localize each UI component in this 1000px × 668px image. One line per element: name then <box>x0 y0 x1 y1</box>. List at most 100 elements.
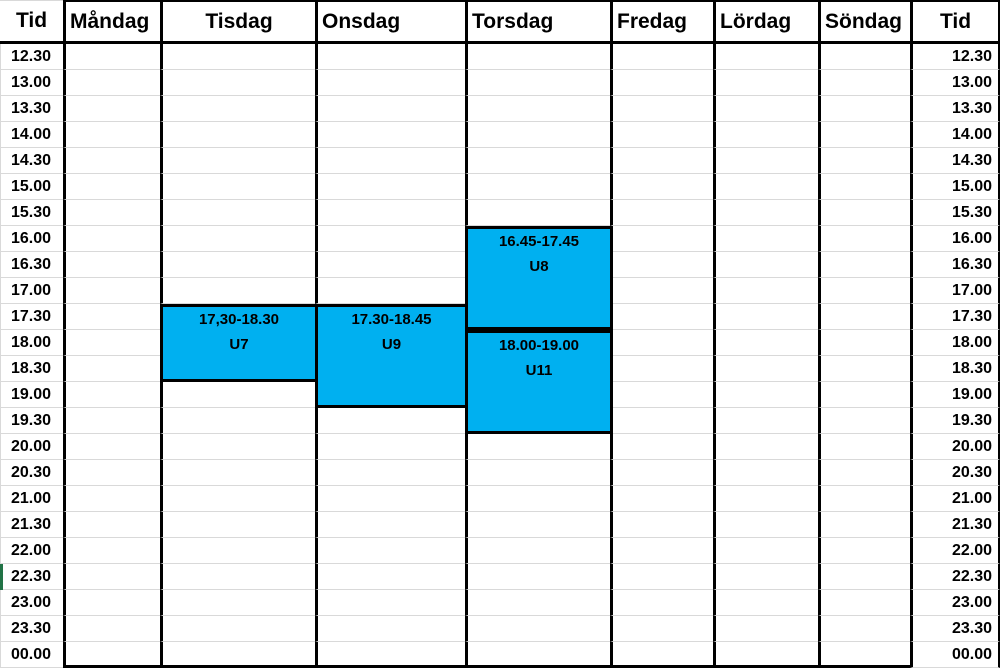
schedule-cell-onsdag-1630[interactable] <box>315 252 465 278</box>
schedule-cell-fredag-1700[interactable] <box>610 278 713 304</box>
schedule-cell-mandag-2300[interactable] <box>63 590 160 616</box>
schedule-cell-fredag-2330[interactable] <box>610 616 713 642</box>
schedule-cell-sondag-2230[interactable] <box>818 564 910 590</box>
schedule-cell-fredag-2030[interactable] <box>610 460 713 486</box>
schedule-cell-fredag-1800[interactable] <box>610 330 713 356</box>
schedule-cell-mandag-2030[interactable] <box>63 460 160 486</box>
schedule-cell-sondag-1730[interactable] <box>818 304 910 330</box>
schedule-cell-tisdag-1530[interactable] <box>160 200 315 226</box>
schedule-cell-fredag-1430[interactable] <box>610 148 713 174</box>
schedule-cell-onsdag-1230[interactable] <box>315 44 465 70</box>
schedule-cell-torsdag-2300[interactable] <box>465 590 610 616</box>
schedule-cell-fredag-1500[interactable] <box>610 174 713 200</box>
time-cell-left[interactable]: 14.30 <box>0 148 63 174</box>
schedule-cell-mandag-2230[interactable] <box>63 564 160 590</box>
schedule-cell-mandag-1730[interactable] <box>63 304 160 330</box>
time-cell-right[interactable]: 20.00 <box>910 434 1000 460</box>
schedule-cell-mandag-1300[interactable] <box>63 70 160 96</box>
schedule-cell-fredag-2200[interactable] <box>610 538 713 564</box>
header-onsdag[interactable]: Onsdag <box>315 0 465 44</box>
schedule-cell-tisdag-1400[interactable] <box>160 122 315 148</box>
time-cell-left[interactable]: 21.30 <box>0 512 63 538</box>
schedule-cell-sondag-1630[interactable] <box>818 252 910 278</box>
schedule-cell-fredag-2130[interactable] <box>610 512 713 538</box>
schedule-cell-tisdag-1300[interactable] <box>160 70 315 96</box>
schedule-cell-mandag-2100[interactable] <box>63 486 160 512</box>
schedule-cell-lordag-2300[interactable] <box>713 590 818 616</box>
schedule-cell-torsdag-0000[interactable] <box>465 642 610 668</box>
schedule-cell-sondag-2030[interactable] <box>818 460 910 486</box>
header-lordag[interactable]: Lördag <box>713 0 818 44</box>
schedule-cell-onsdag-1530[interactable] <box>315 200 465 226</box>
schedule-cell-onsdag-1930[interactable] <box>315 408 465 434</box>
schedule-cell-sondag-1230[interactable] <box>818 44 910 70</box>
time-cell-left[interactable]: 20.30 <box>0 460 63 486</box>
schedule-cell-fredag-1730[interactable] <box>610 304 713 330</box>
schedule-cell-tisdag-2130[interactable] <box>160 512 315 538</box>
schedule-cell-lordag-2030[interactable] <box>713 460 818 486</box>
schedule-cell-lordag-1730[interactable] <box>713 304 818 330</box>
time-cell-left[interactable]: 22.30 <box>0 564 63 590</box>
schedule-cell-tisdag-2000[interactable] <box>160 434 315 460</box>
schedule-cell-mandag-1500[interactable] <box>63 174 160 200</box>
schedule-cell-lordag-2330[interactable] <box>713 616 818 642</box>
schedule-cell-onsdag-2100[interactable] <box>315 486 465 512</box>
schedule-cell-fredag-1900[interactable] <box>610 382 713 408</box>
schedule-cell-sondag-2330[interactable] <box>818 616 910 642</box>
time-cell-right[interactable]: 18.00 <box>910 330 1000 356</box>
time-cell-right[interactable]: 22.00 <box>910 538 1000 564</box>
schedule-cell-torsdag-2030[interactable] <box>465 460 610 486</box>
schedule-cell-fredag-1530[interactable] <box>610 200 713 226</box>
schedule-cell-onsdag-1400[interactable] <box>315 122 465 148</box>
schedule-cell-sondag-1530[interactable] <box>818 200 910 226</box>
header-tid-left[interactable]: Tid <box>0 0 63 44</box>
time-cell-right[interactable]: 00.00 <box>910 642 1000 668</box>
time-cell-right[interactable]: 21.30 <box>910 512 1000 538</box>
schedule-cell-onsdag-1330[interactable] <box>315 96 465 122</box>
schedule-cell-fredag-2300[interactable] <box>610 590 713 616</box>
schedule-cell-lordag-2230[interactable] <box>713 564 818 590</box>
schedule-cell-tisdag-1700[interactable] <box>160 278 315 304</box>
schedule-cell-fredag-2100[interactable] <box>610 486 713 512</box>
schedule-cell-lordag-2000[interactable] <box>713 434 818 460</box>
time-cell-right[interactable]: 18.30 <box>910 356 1000 382</box>
schedule-cell-mandag-1800[interactable] <box>63 330 160 356</box>
time-cell-left[interactable]: 18.30 <box>0 356 63 382</box>
schedule-cell-onsdag-2130[interactable] <box>315 512 465 538</box>
schedule-cell-sondag-1930[interactable] <box>818 408 910 434</box>
schedule-cell-fredag-1930[interactable] <box>610 408 713 434</box>
schedule-cell-onsdag-1700[interactable] <box>315 278 465 304</box>
schedule-cell-mandag-1700[interactable] <box>63 278 160 304</box>
schedule-cell-torsdag-2130[interactable] <box>465 512 610 538</box>
schedule-cell-lordag-2200[interactable] <box>713 538 818 564</box>
schedule-cell-torsdag-2000[interactable] <box>465 434 610 460</box>
schedule-cell-lordag-1600[interactable] <box>713 226 818 252</box>
schedule-cell-lordag-1500[interactable] <box>713 174 818 200</box>
time-cell-right[interactable]: 23.30 <box>910 616 1000 642</box>
schedule-cell-lordag-1230[interactable] <box>713 44 818 70</box>
header-tid-right[interactable]: Tid <box>910 0 1000 44</box>
time-cell-right[interactable]: 19.00 <box>910 382 1000 408</box>
schedule-cell-mandag-1530[interactable] <box>63 200 160 226</box>
schedule-cell-tisdag-2100[interactable] <box>160 486 315 512</box>
time-cell-left[interactable]: 14.00 <box>0 122 63 148</box>
schedule-cell-mandag-1630[interactable] <box>63 252 160 278</box>
schedule-cell-lordag-1300[interactable] <box>713 70 818 96</box>
schedule-cell-onsdag-1500[interactable] <box>315 174 465 200</box>
schedule-cell-lordag-1930[interactable] <box>713 408 818 434</box>
schedule-cell-onsdag-1430[interactable] <box>315 148 465 174</box>
time-cell-right[interactable]: 20.30 <box>910 460 1000 486</box>
time-cell-left[interactable]: 16.30 <box>0 252 63 278</box>
time-cell-left[interactable]: 15.00 <box>0 174 63 200</box>
time-cell-left[interactable]: 23.30 <box>0 616 63 642</box>
schedule-cell-sondag-2000[interactable] <box>818 434 910 460</box>
header-torsdag[interactable]: Torsdag <box>465 0 610 44</box>
schedule-cell-mandag-1400[interactable] <box>63 122 160 148</box>
time-cell-right[interactable]: 16.30 <box>910 252 1000 278</box>
time-cell-left[interactable]: 12.30 <box>0 44 63 70</box>
schedule-cell-torsdag-1500[interactable] <box>465 174 610 200</box>
time-cell-right[interactable]: 15.30 <box>910 200 1000 226</box>
schedule-cell-mandag-2130[interactable] <box>63 512 160 538</box>
time-cell-right[interactable]: 17.00 <box>910 278 1000 304</box>
time-cell-left[interactable]: 13.00 <box>0 70 63 96</box>
